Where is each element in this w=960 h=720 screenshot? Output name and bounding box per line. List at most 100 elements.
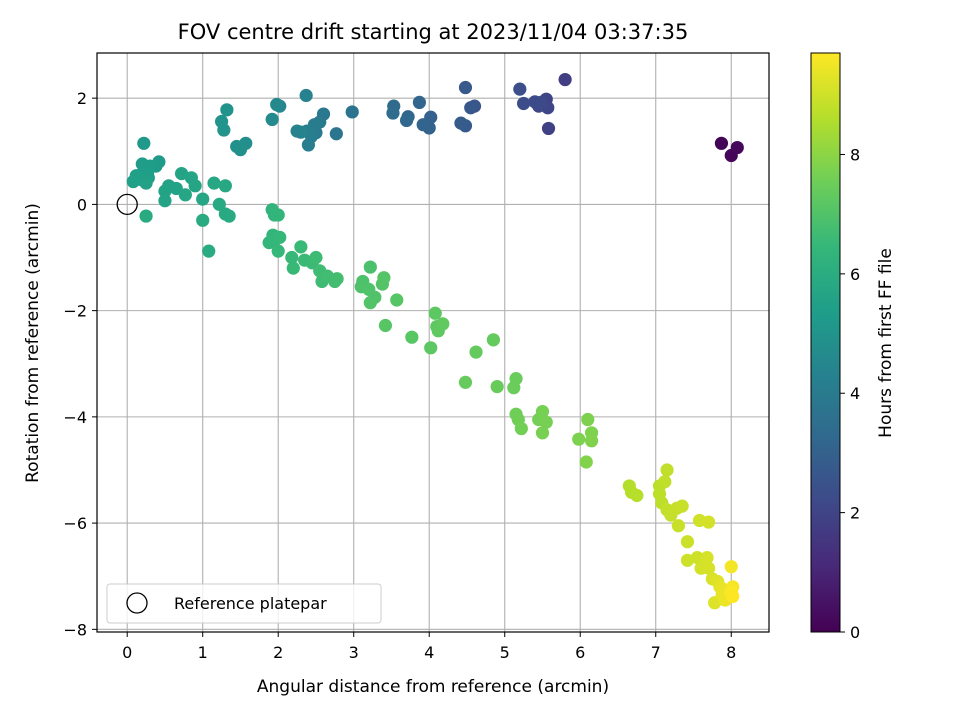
data-point	[139, 176, 153, 190]
data-point	[363, 260, 377, 274]
data-point	[660, 463, 674, 477]
data-point	[700, 551, 714, 565]
data-point	[464, 101, 478, 115]
data-point	[301, 138, 316, 152]
data-point	[386, 106, 400, 120]
y-axis-title: Rotation from reference (arcmin)	[23, 203, 43, 483]
data-point	[416, 118, 430, 132]
data-point	[178, 188, 192, 202]
chart-title: FOV centre drift starting at 2023/11/04 …	[178, 20, 689, 44]
reference-point-marker	[116, 193, 138, 216]
data-point	[214, 114, 229, 129]
data-point	[436, 317, 450, 331]
data-point	[377, 271, 391, 285]
data-point	[469, 345, 483, 359]
data-point	[345, 105, 359, 119]
x-tick-label: 7	[651, 643, 661, 662]
colorbar-ticks: 0 2 4 6 8	[840, 145, 860, 642]
legend-label: Reference platepar	[174, 594, 327, 613]
data-point	[726, 589, 740, 604]
x-tick-label: 1	[198, 643, 208, 662]
data-points	[126, 72, 744, 610]
x-tick-label: 2	[273, 643, 283, 662]
data-point	[671, 519, 685, 533]
data-point	[330, 272, 344, 286]
x-tick-label: 6	[575, 643, 585, 662]
data-point	[158, 184, 172, 198]
data-point	[230, 139, 244, 154]
colorbar	[810, 52, 841, 633]
data-point	[137, 136, 151, 150]
data-point	[724, 560, 738, 574]
data-point	[412, 95, 427, 110]
plot-frame	[96, 52, 770, 633]
data-point	[399, 113, 414, 128]
data-point	[658, 475, 672, 489]
data-point	[572, 432, 586, 446]
colorbar-tick-label: 4	[850, 384, 860, 403]
data-point	[222, 209, 236, 223]
data-point	[126, 174, 140, 189]
data-point	[309, 250, 323, 265]
data-point	[271, 244, 285, 258]
data-point	[675, 499, 689, 513]
data-point	[584, 434, 599, 448]
data-point	[196, 192, 210, 206]
reference-point-group	[116, 193, 138, 216]
data-point	[680, 535, 695, 549]
legend-box	[106, 583, 382, 624]
data-point	[579, 455, 593, 469]
data-point	[690, 551, 704, 565]
data-point	[486, 333, 501, 347]
y-axis-ticks: −8 −6 −4 −2 0 2	[63, 89, 97, 639]
data-point	[158, 194, 172, 208]
data-point	[428, 306, 442, 320]
data-point	[535, 404, 550, 419]
data-point	[220, 103, 234, 117]
data-point	[701, 515, 716, 529]
colorbar-tick-label: 2	[850, 504, 860, 523]
data-point	[424, 341, 438, 355]
x-tick-label: 0	[122, 643, 132, 662]
legend: Reference platepar	[106, 583, 382, 624]
data-point	[270, 97, 284, 112]
data-point	[273, 230, 287, 244]
x-tick-label: 4	[424, 643, 434, 662]
colorbar-label: Hours from first FF file	[876, 248, 896, 438]
data-point	[139, 209, 153, 223]
data-point	[207, 176, 221, 190]
y-tick-label: −2	[63, 302, 87, 321]
x-tick-label: 3	[349, 643, 359, 662]
data-point	[329, 127, 343, 141]
colorbar-tick-label: 8	[850, 145, 860, 164]
data-point	[265, 112, 279, 126]
y-tick-label: −8	[63, 620, 87, 639]
data-point	[581, 412, 595, 427]
x-tick-label: 5	[500, 643, 510, 662]
colorbar-tick-label: 6	[850, 265, 860, 284]
y-tick-label: −4	[63, 408, 87, 427]
y-tick-label: 0	[77, 195, 87, 214]
data-point	[517, 96, 531, 111]
data-point	[458, 80, 473, 95]
data-point	[212, 197, 226, 211]
data-point	[541, 121, 556, 136]
data-point	[218, 179, 232, 193]
data-point	[701, 561, 716, 575]
y-tick-label: 2	[77, 89, 87, 108]
data-point	[299, 88, 313, 103]
data-point	[535, 426, 550, 440]
data-point	[286, 261, 300, 275]
data-point	[262, 236, 276, 250]
data-point	[294, 240, 308, 254]
data-point	[196, 213, 210, 227]
data-point	[539, 415, 553, 429]
data-point	[290, 124, 304, 138]
data-point	[730, 140, 744, 155]
data-point	[458, 375, 473, 389]
data-point	[188, 179, 202, 193]
data-point	[514, 421, 528, 436]
data-point	[363, 296, 377, 310]
data-point	[390, 293, 404, 307]
